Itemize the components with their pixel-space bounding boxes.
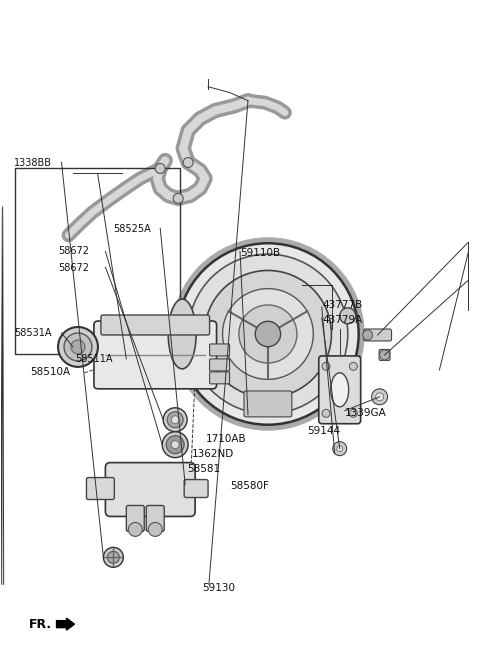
Circle shape <box>322 362 330 371</box>
Text: 58672: 58672 <box>58 263 89 273</box>
Circle shape <box>336 445 343 451</box>
Circle shape <box>349 409 357 417</box>
Circle shape <box>155 163 165 173</box>
Circle shape <box>183 157 193 167</box>
FancyBboxPatch shape <box>94 321 216 389</box>
Circle shape <box>166 436 184 454</box>
Circle shape <box>64 333 92 361</box>
Circle shape <box>223 289 313 379</box>
Circle shape <box>171 237 365 431</box>
FancyBboxPatch shape <box>106 462 195 516</box>
Circle shape <box>372 389 387 405</box>
Circle shape <box>171 441 179 449</box>
Circle shape <box>71 340 85 354</box>
Circle shape <box>58 327 98 367</box>
Text: 43779A: 43779A <box>323 315 362 325</box>
Circle shape <box>376 393 384 401</box>
Ellipse shape <box>168 299 196 369</box>
Circle shape <box>204 270 331 398</box>
Text: 59144: 59144 <box>307 426 340 436</box>
Text: 58580F: 58580F <box>230 482 269 491</box>
Circle shape <box>322 409 330 417</box>
Circle shape <box>163 408 187 432</box>
Circle shape <box>340 308 356 324</box>
Circle shape <box>128 522 142 537</box>
Text: 58672: 58672 <box>58 247 89 256</box>
FancyBboxPatch shape <box>210 344 229 356</box>
Circle shape <box>162 432 188 458</box>
Text: 59130: 59130 <box>202 583 235 593</box>
Text: 58510A: 58510A <box>30 367 71 377</box>
FancyBboxPatch shape <box>244 391 292 417</box>
Circle shape <box>167 412 183 428</box>
Text: FR.: FR. <box>29 618 52 630</box>
FancyBboxPatch shape <box>146 506 164 531</box>
Text: 58581: 58581 <box>187 464 220 474</box>
FancyBboxPatch shape <box>364 329 392 341</box>
Circle shape <box>103 547 123 567</box>
Text: 58531A: 58531A <box>14 328 51 338</box>
Text: 1339GA: 1339GA <box>345 408 387 418</box>
FancyBboxPatch shape <box>319 356 360 424</box>
FancyBboxPatch shape <box>210 359 229 371</box>
Circle shape <box>380 350 390 360</box>
Circle shape <box>333 441 347 456</box>
FancyBboxPatch shape <box>86 478 114 499</box>
Text: 43777B: 43777B <box>323 300 362 310</box>
Text: 1338BB: 1338BB <box>14 158 52 168</box>
Circle shape <box>255 321 281 346</box>
FancyBboxPatch shape <box>184 480 208 497</box>
Circle shape <box>148 522 162 537</box>
Circle shape <box>171 416 179 424</box>
Text: 58525A: 58525A <box>113 224 151 234</box>
Circle shape <box>349 362 357 371</box>
FancyBboxPatch shape <box>126 506 144 531</box>
Text: 58511A: 58511A <box>75 354 112 364</box>
Circle shape <box>108 551 120 564</box>
Circle shape <box>188 254 348 414</box>
Text: 59110B: 59110B <box>240 248 280 258</box>
FancyBboxPatch shape <box>101 315 210 335</box>
Text: 1710AB: 1710AB <box>205 434 246 444</box>
Circle shape <box>177 243 359 424</box>
FancyBboxPatch shape <box>379 350 390 360</box>
Ellipse shape <box>331 373 348 407</box>
Text: 1362ND: 1362ND <box>192 449 234 459</box>
Circle shape <box>363 330 372 340</box>
Circle shape <box>173 194 183 203</box>
FancyBboxPatch shape <box>210 372 229 384</box>
FancyArrow shape <box>57 618 74 630</box>
Circle shape <box>239 305 297 363</box>
